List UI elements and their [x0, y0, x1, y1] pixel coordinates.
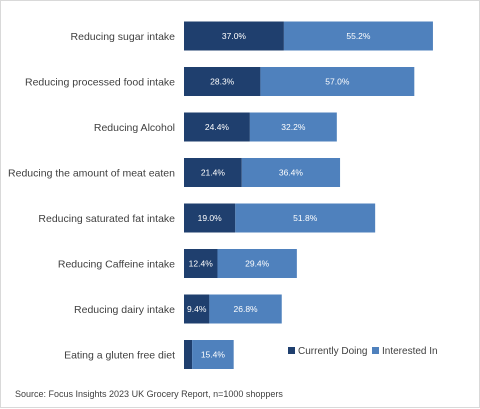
data-label: 57.0%	[325, 77, 350, 87]
bar-currently-doing	[184, 112, 250, 142]
legend-swatch-currently-doing	[288, 347, 295, 354]
legend-label: Interested In	[382, 346, 438, 357]
data-label: 9.4%	[187, 304, 207, 314]
bar-interested-in	[217, 249, 297, 278]
bar-interested-in	[241, 158, 341, 187]
category-label: Reducing processed food intake	[25, 77, 175, 89]
category-label: Reducing Caffeine intake	[58, 259, 175, 271]
data-label: 28.3%	[210, 77, 235, 87]
data-label: 24.4%	[205, 122, 230, 132]
bar-interested-in	[283, 21, 433, 51]
data-label: 36.4%	[279, 168, 304, 178]
bar-currently-doing	[184, 21, 284, 51]
bar-currently-doing	[184, 203, 236, 233]
bar-interested-in	[249, 112, 337, 142]
bar-currently-doing	[184, 249, 218, 278]
data-label: 19.0%	[198, 213, 223, 223]
data-label: 15.4%	[201, 350, 226, 360]
data-label: 21.4%	[201, 168, 226, 178]
legend-swatch-interested-in	[372, 347, 379, 354]
data-label: 26.8%	[234, 304, 259, 314]
category-label: Eating a gluten free diet	[64, 350, 175, 362]
bar-currently-doing	[184, 340, 193, 369]
source-note: Source: Focus Insights 2023 UK Grocery R…	[15, 389, 283, 399]
bar-interested-in	[209, 294, 282, 324]
legend-label: Currently Doing	[298, 346, 367, 357]
bar-currently-doing	[184, 158, 242, 187]
data-label: 37.0%	[222, 31, 247, 41]
bar-interested-in	[235, 203, 376, 233]
data-label: 12.4%	[189, 259, 214, 269]
bar-interested-in	[192, 340, 234, 369]
data-label: 55.2%	[346, 31, 371, 41]
category-label: Reducing dairy intake	[74, 304, 175, 316]
bar-currently-doing	[184, 294, 210, 324]
category-label: Reducing saturated fat intake	[38, 213, 175, 225]
category-label: Reducing Alcohol	[94, 122, 175, 134]
data-label: 32.2%	[281, 122, 306, 132]
bar-currently-doing	[184, 67, 261, 96]
bar-interested-in	[260, 67, 415, 96]
data-label: 51.8%	[293, 213, 318, 223]
category-label: Reducing sugar intake	[71, 31, 176, 43]
category-label: Reducing the amount of meat eaten	[8, 168, 175, 180]
data-label: 29.4%	[245, 259, 270, 269]
